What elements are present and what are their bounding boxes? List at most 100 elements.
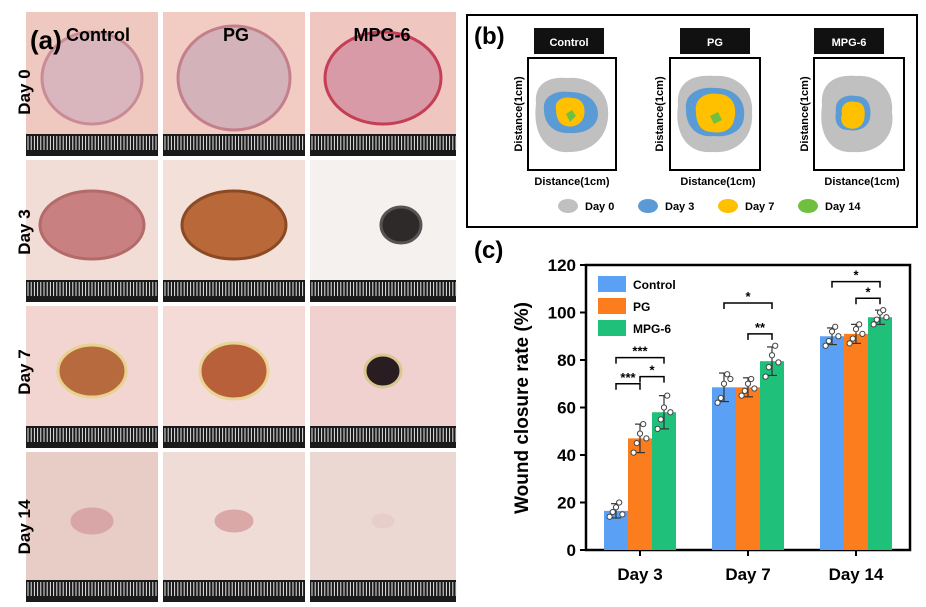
row-label-day7: Day 7 bbox=[15, 349, 34, 394]
data-point bbox=[643, 435, 650, 442]
significance-label: *** bbox=[620, 370, 636, 385]
x-tick-label: Day 3 bbox=[617, 565, 662, 584]
data-point bbox=[870, 321, 877, 328]
x-tick-label: Day 7 bbox=[725, 565, 770, 584]
y-tick-label: 80 bbox=[557, 351, 576, 370]
photo-cell bbox=[26, 12, 158, 156]
data-point bbox=[738, 392, 745, 399]
wound-contour-panel: (b) Control Distance(1cm) Distance(1cm) … bbox=[466, 14, 918, 228]
wound-area bbox=[56, 343, 128, 399]
row-label-day3: Day 3 bbox=[15, 209, 34, 254]
data-point bbox=[825, 337, 832, 345]
group-header-mpg6 bbox=[814, 28, 884, 54]
wound-closure-chart: (c) Wound closure rate (%) 0 20 40 60 80 100 1… bbox=[474, 237, 912, 584]
axis-x-control: Distance(1cm) bbox=[534, 176, 610, 188]
ruler-ticks bbox=[27, 582, 157, 596]
legend-swatch bbox=[598, 276, 626, 292]
panel-c-label: (c) bbox=[474, 237, 503, 264]
significance-bracket: *** bbox=[615, 344, 665, 364]
group-header-mpg6-text: MPG-6 bbox=[832, 37, 867, 49]
data-point bbox=[835, 333, 842, 340]
wound-area bbox=[214, 509, 254, 533]
column-label-pg: PG bbox=[223, 25, 249, 45]
data-point bbox=[772, 342, 779, 349]
row-label-day0: Day 0 bbox=[15, 69, 34, 114]
significance-label: * bbox=[649, 363, 655, 378]
wound-area bbox=[363, 353, 403, 389]
data-point bbox=[660, 404, 668, 411]
contour-day7-mpg6 bbox=[841, 101, 865, 129]
data-point bbox=[616, 499, 623, 506]
wound-area bbox=[198, 341, 270, 401]
data-point bbox=[828, 328, 836, 335]
ruler-ticks bbox=[164, 136, 304, 150]
significance-bracket: * bbox=[831, 268, 881, 288]
bar bbox=[712, 387, 736, 550]
bar bbox=[868, 317, 892, 550]
legend-label-day14: Day 14 bbox=[825, 201, 861, 213]
bar bbox=[736, 387, 760, 550]
data-point bbox=[765, 364, 772, 371]
wound-area bbox=[323, 30, 443, 126]
wound-area bbox=[176, 24, 292, 132]
wound-area bbox=[371, 513, 395, 529]
data-point bbox=[859, 330, 866, 337]
y-tick-label: 40 bbox=[557, 446, 576, 465]
wound-photo-grid: (a) Control PG MPG-6 Day 0 Day 3 Day 7 D… bbox=[0, 0, 462, 607]
wound-area bbox=[379, 205, 423, 245]
significance-label: *** bbox=[632, 344, 648, 359]
contour-day14-pg bbox=[710, 112, 722, 124]
photo-cell bbox=[310, 306, 457, 448]
legend-label: Control bbox=[633, 278, 676, 292]
ruler-strip bbox=[310, 280, 456, 302]
data-point bbox=[883, 314, 890, 321]
bar bbox=[652, 412, 676, 550]
legend-swatch bbox=[598, 298, 626, 314]
data-point bbox=[720, 380, 728, 387]
bar bbox=[628, 438, 652, 550]
data-point bbox=[846, 340, 853, 347]
photo-cell bbox=[163, 160, 305, 302]
data-point bbox=[612, 504, 620, 511]
significance-label: * bbox=[865, 284, 871, 299]
data-point bbox=[640, 421, 647, 428]
ruler-strip bbox=[163, 580, 305, 602]
ruler-strip bbox=[310, 580, 456, 602]
chart-legend: Control PG MPG-6 bbox=[598, 276, 676, 336]
panel-b-label: (b) bbox=[474, 23, 505, 50]
wound-area bbox=[40, 30, 144, 126]
axis-y-mpg6: Distance(1cm) bbox=[799, 76, 811, 152]
bar bbox=[820, 336, 844, 550]
data-point bbox=[633, 440, 640, 447]
data-point bbox=[849, 335, 856, 342]
y-tick-label: 100 bbox=[548, 304, 576, 323]
axis-x-pg: Distance(1cm) bbox=[680, 176, 756, 188]
legend-label: MPG-6 bbox=[633, 322, 671, 336]
contour-day14-control bbox=[566, 110, 576, 122]
ruler-ticks bbox=[27, 136, 157, 150]
legend-label: PG bbox=[633, 300, 650, 314]
y-axis-title: Wound closure rate (%) bbox=[512, 302, 533, 514]
group-header-pg bbox=[680, 28, 750, 54]
ruler-strip bbox=[163, 280, 305, 302]
data-point bbox=[630, 449, 637, 456]
data-point bbox=[873, 316, 880, 323]
wound-area bbox=[70, 507, 114, 535]
row-label-day14: Day 14 bbox=[15, 499, 34, 554]
data-point bbox=[654, 425, 661, 432]
data-point bbox=[744, 380, 752, 387]
ruler-ticks bbox=[164, 582, 304, 596]
legend-label-day0: Day 0 bbox=[585, 201, 614, 213]
y-tick-label: 60 bbox=[557, 399, 576, 418]
axis-x-mpg6: Distance(1cm) bbox=[824, 176, 900, 188]
data-point bbox=[832, 323, 839, 330]
group-header-pg-text: PG bbox=[707, 37, 723, 49]
group-header-control bbox=[534, 28, 604, 54]
y-tick-label: 0 bbox=[567, 541, 576, 560]
ruler-ticks bbox=[164, 428, 304, 442]
axis-y-control: Distance(1cm) bbox=[513, 76, 525, 152]
panel-a-label: (a) bbox=[30, 25, 62, 55]
photo-cell bbox=[26, 306, 158, 448]
photo-cell bbox=[163, 452, 305, 602]
